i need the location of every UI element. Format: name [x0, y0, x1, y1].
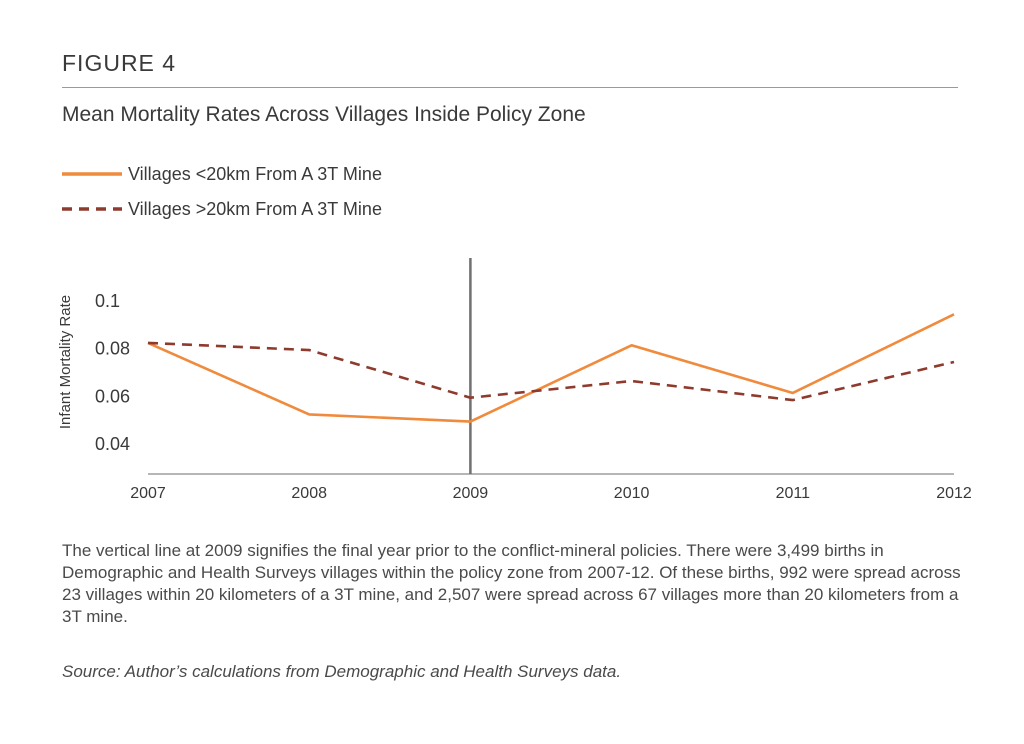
series-line-far-mine [147, 341, 955, 402]
y-tick-label: 0.1 [95, 291, 120, 311]
figure-label: FIGURE 4 [62, 50, 177, 76]
legend-label-near-mine: Villages <20km From A 3T Mine [128, 163, 382, 184]
y-tick-label: 0.06 [95, 386, 130, 406]
y-tick-label: 0.08 [95, 339, 130, 359]
x-tick-label: 2009 [453, 485, 489, 502]
y-axis-label: Infant Mortality Rate [57, 295, 74, 429]
x-tick-label: 2008 [291, 485, 327, 502]
x-tick-label: 2010 [614, 485, 650, 502]
legend-swatch-dashed [62, 207, 122, 211]
source-note: Source: Author’s calculations from Demog… [62, 662, 622, 681]
y-tick-label: 0.04 [95, 434, 130, 454]
legend-swatch-solid [62, 172, 122, 176]
legend-item-near-mine: Villages <20km From A 3T Mine [62, 162, 382, 186]
legend-item-far-mine: Villages >20km From A 3T Mine [62, 197, 382, 221]
legend-label-far-mine: Villages >20km From A 3T Mine [128, 198, 382, 219]
header-divider [62, 87, 958, 88]
chart-title: Mean Mortality Rates Across Villages Ins… [62, 103, 586, 126]
x-tick-label: 2011 [776, 485, 811, 502]
figure-caption: The vertical line at 2009 signifies the … [62, 541, 961, 626]
x-tick-label: 2007 [130, 485, 166, 502]
x-tick-label: 2012 [936, 485, 972, 502]
series-line-near-mine [147, 313, 955, 423]
